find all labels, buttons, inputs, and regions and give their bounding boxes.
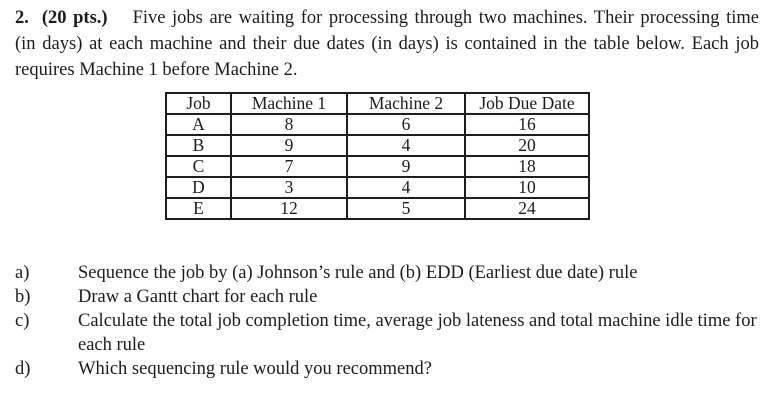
problem-points: (20 pts.) xyxy=(41,8,108,28)
table-header-row: Job Machine 1 Machine 2 Job Due Date xyxy=(165,92,590,115)
cell-machine-1: 8 xyxy=(230,113,348,136)
cell-due-date: 18 xyxy=(464,155,590,178)
question-text: Calculate the total job completion time,… xyxy=(78,311,757,355)
cell-due-date: 24 xyxy=(464,197,590,220)
question-label: a) xyxy=(15,263,30,283)
cell-machine-2: 5 xyxy=(346,197,466,220)
question-label: b) xyxy=(15,287,31,307)
cell-due-date: 20 xyxy=(464,134,590,157)
cell-machine-2: 9 xyxy=(346,155,466,178)
cell-job-name: D xyxy=(165,176,232,199)
table-row: B 9 4 20 xyxy=(165,134,590,157)
list-item: d) Which sequencing rule would you recom… xyxy=(15,357,759,381)
problem-intro-text: Five jobs are waiting for processing thr… xyxy=(15,8,759,80)
cell-machine-2: 4 xyxy=(346,134,466,157)
list-item: b) Draw a Gantt chart for each rule xyxy=(15,285,759,309)
question-text: Draw a Gantt chart for each rule xyxy=(78,287,318,307)
question-text: Which sequencing rule would you recommen… xyxy=(78,359,432,379)
question-label: c) xyxy=(15,311,30,331)
jobs-table: Job Machine 1 Machine 2 Job Due Date A 8… xyxy=(165,92,590,220)
table-row: A 8 6 16 xyxy=(165,113,590,136)
table-row: E 12 5 24 xyxy=(165,197,590,220)
col-header-job-due-date: Job Due Date xyxy=(464,92,590,115)
cell-job-name: C xyxy=(165,155,232,178)
col-header-machine-2: Machine 2 xyxy=(346,92,466,115)
problem-number: 2. xyxy=(15,8,29,28)
cell-machine-2: 4 xyxy=(346,176,466,199)
cell-machine-1: 9 xyxy=(230,134,348,157)
cell-machine-2: 6 xyxy=(346,113,466,136)
cell-machine-1: 7 xyxy=(230,155,348,178)
cell-due-date: 16 xyxy=(464,113,590,136)
cell-machine-1: 3 xyxy=(230,176,348,199)
col-header-job: Job xyxy=(165,92,232,115)
question-list: a) Sequence the job by (a) Johnson’s rul… xyxy=(15,261,759,381)
col-header-machine-1: Machine 1 xyxy=(230,92,348,115)
table-row: C 7 9 18 xyxy=(165,155,590,178)
cell-job-name: A xyxy=(165,113,232,136)
list-item: c) Calculate the total job completion ti… xyxy=(15,309,759,357)
table-row: D 3 4 10 xyxy=(165,176,590,199)
cell-machine-1: 12 xyxy=(230,197,348,220)
question-label: d) xyxy=(15,359,31,379)
cell-due-date: 10 xyxy=(464,176,590,199)
question-text: Sequence the job by (a) Johnson’s rule a… xyxy=(78,263,638,283)
cell-job-name: E xyxy=(165,197,232,220)
cell-job-name: B xyxy=(165,134,232,157)
problem-statement: 2. (20 pts.) Five jobs are waiting for pro… xyxy=(15,5,759,83)
list-item: a) Sequence the job by (a) Johnson’s rul… xyxy=(15,261,759,285)
